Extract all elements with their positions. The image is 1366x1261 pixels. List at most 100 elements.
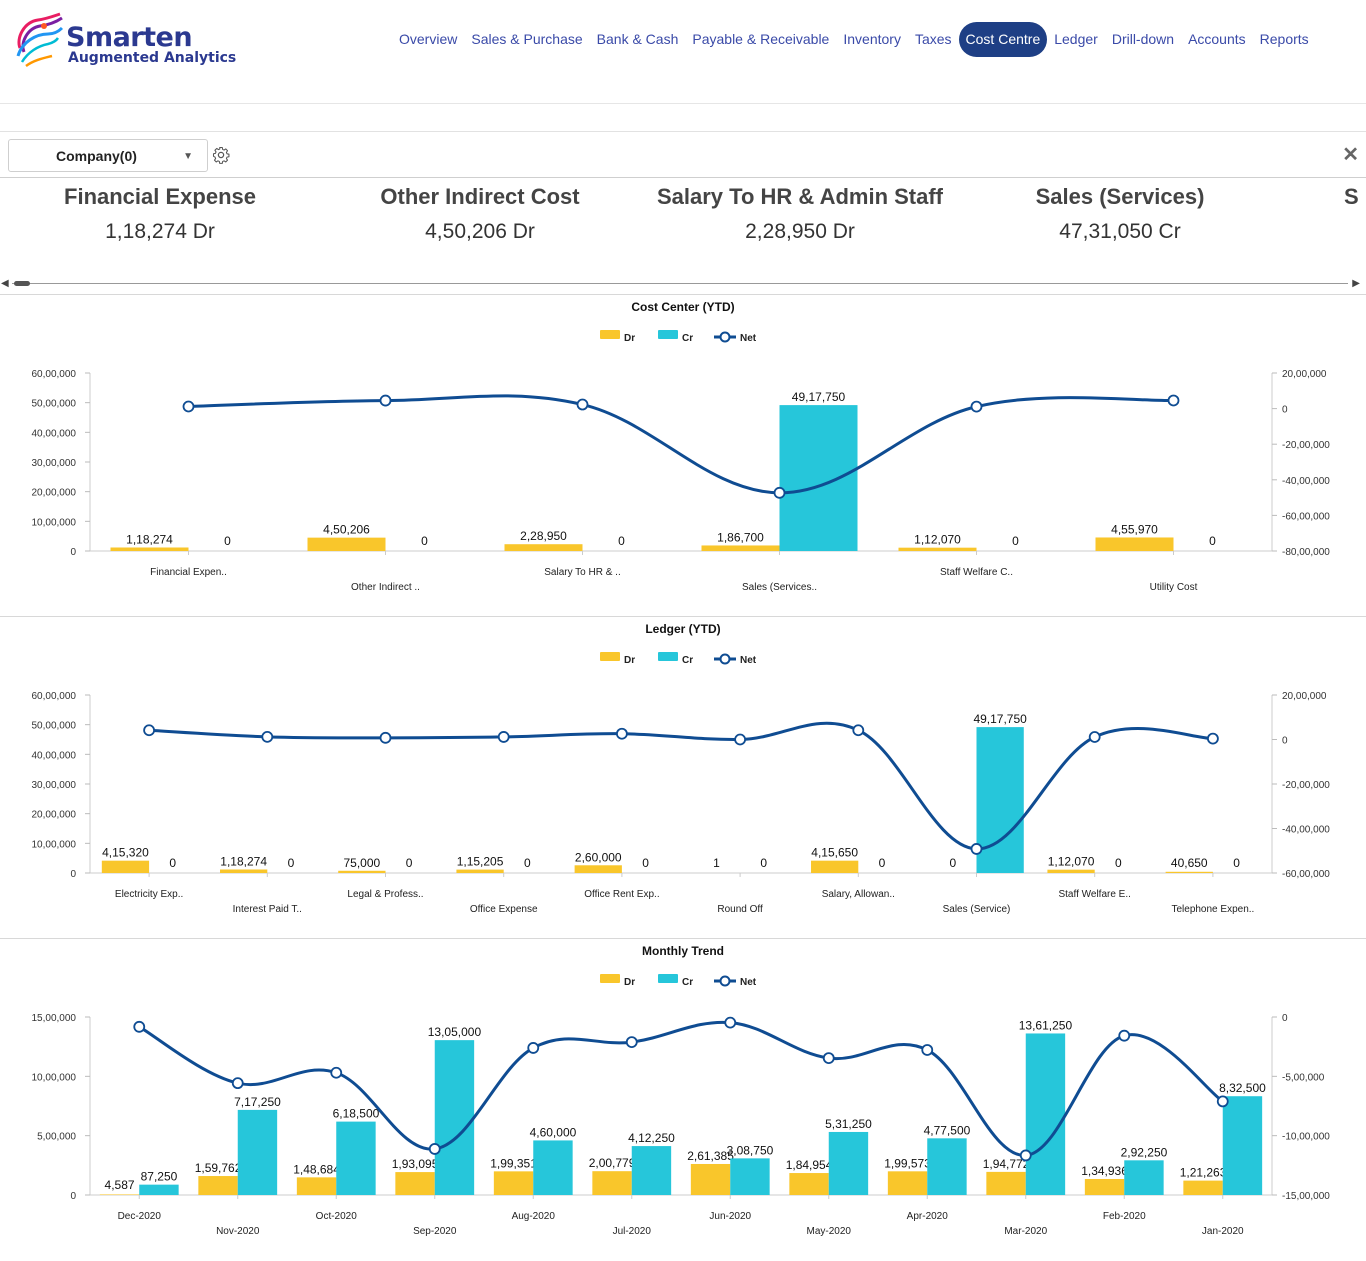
- y2-tick-label: -60,00,000: [1282, 511, 1330, 522]
- nav-item-ledger[interactable]: Ledger: [1054, 31, 1098, 47]
- bar-dr: [811, 860, 859, 873]
- bar-dr-label: 0: [950, 856, 957, 870]
- nav-item-inventory[interactable]: Inventory: [843, 31, 901, 47]
- kpi-card[interactable]: Salary To HR & Admin Staff 2,28,950 Dr: [640, 184, 960, 244]
- bar-dr: [338, 870, 386, 873]
- nav-item-drill-down[interactable]: Drill-down: [1111, 31, 1175, 47]
- legend-marker-net: [719, 975, 731, 987]
- bar-dr: [493, 1171, 534, 1195]
- bar-dr-label: 4,15,650: [811, 846, 858, 860]
- nav-item-accounts[interactable]: Accounts: [1188, 31, 1246, 47]
- y-tick-label: 60,00,000: [32, 369, 77, 380]
- bar-cr-label: 0: [642, 856, 649, 870]
- bar-dr: [1095, 537, 1174, 551]
- bar-dr: [1047, 869, 1095, 873]
- bar-cr-label: 0: [760, 856, 767, 870]
- bar-dr: [99, 1194, 140, 1195]
- nav-item-payable-receivable[interactable]: Payable & Receivable: [692, 31, 830, 47]
- ledger-chart-panel: Ledger (YTD) Dr Cr Net 0 10,00,000 20,00,000 30…: [0, 616, 1366, 938]
- bar-dr-label: 1,59,762: [195, 1161, 242, 1175]
- x-tick-label: Feb-2020: [1103, 1211, 1146, 1222]
- legend-label-net: Net: [740, 333, 757, 344]
- kpi-value: 1,18,274 Dr: [105, 220, 215, 243]
- bar-dr-label: 1,12,070: [1048, 855, 1095, 869]
- bar-dr: [101, 860, 150, 873]
- bar-cr-label: 3,08,750: [727, 1143, 774, 1157]
- brand-name: Smarten: [66, 22, 193, 53]
- kpi-value: 4,50,206 Dr: [425, 220, 535, 243]
- bar-cr-label: 7,17,250: [234, 1095, 281, 1109]
- nav-item-bank-cash[interactable]: Bank & Cash: [596, 31, 679, 47]
- legend-label-dr: Dr: [624, 977, 635, 988]
- y-tick-label: 10,00,000: [32, 839, 77, 850]
- bar-dr: [1084, 1178, 1125, 1195]
- y-tick-label: 15,00,000: [32, 1013, 77, 1024]
- x-tick-label: Sep-2020: [413, 1226, 457, 1237]
- kpi-card[interactable]: Sales (Services) 47,31,050 Cr: [990, 184, 1250, 244]
- bar-dr: [110, 547, 189, 551]
- scroll-thumb[interactable]: [14, 281, 30, 286]
- bar-cr-label: 0: [1209, 534, 1216, 548]
- scroll-left-icon[interactable]: ◀: [1, 278, 9, 289]
- bar-cr-label: 4,77,500: [924, 1123, 971, 1137]
- nav-item-reports[interactable]: Reports: [1259, 31, 1309, 47]
- legend-swatch-cr: [658, 974, 678, 983]
- app-header: Smarten Augmented Analytics Overview Sale…: [0, 0, 1366, 104]
- nav-item-taxes[interactable]: Taxes: [914, 31, 952, 47]
- x-tick-label: Mar-2020: [1004, 1226, 1047, 1237]
- bar-cr-label: 13,61,250: [1019, 1018, 1073, 1032]
- bar-dr-label: 2,00,779: [589, 1156, 636, 1170]
- scroll-track: [12, 283, 1348, 284]
- gear-icon[interactable]: [212, 146, 230, 164]
- bar-dr: [1183, 1180, 1223, 1195]
- scroll-right-icon[interactable]: ▶: [1352, 278, 1360, 289]
- net-point: [1167, 394, 1180, 407]
- x-tick-label: Salary To HR & ..: [544, 567, 621, 578]
- y-tick-label: 20,00,000: [32, 488, 77, 499]
- bar-dr-label: 1,21,263: [1180, 1166, 1227, 1180]
- net-point: [428, 1143, 441, 1155]
- y2-tick-label: -40,00,000: [1282, 476, 1330, 487]
- kpi-card[interactable]: S: [1344, 184, 1366, 220]
- bar-cr-label: 8,32,500: [1219, 1081, 1266, 1095]
- bar-cr-label: 0: [879, 856, 886, 870]
- legend-swatch-dr: [600, 974, 620, 983]
- net-point: [852, 724, 865, 737]
- y2-tick-label: 0: [1282, 405, 1288, 416]
- y2-tick-label: -40,00,000: [1282, 825, 1330, 836]
- company-select[interactable]: Company(0) ▼: [8, 139, 208, 172]
- bar-dr-label: 1,93,095: [392, 1157, 439, 1171]
- nav-item-overview[interactable]: Overview: [399, 31, 458, 47]
- kpi-card[interactable]: Other Indirect Cost 4,50,206 Dr: [350, 184, 610, 244]
- y2-tick-label: 0: [1282, 1013, 1288, 1024]
- brand-logo[interactable]: Smarten Augmented Analytics: [14, 12, 254, 74]
- net-point: [822, 1052, 835, 1064]
- close-icon[interactable]: ✕: [1342, 144, 1359, 166]
- kpi-card[interactable]: Financial Expense 1,18,274 Dr: [30, 184, 290, 244]
- net-point: [1207, 732, 1219, 745]
- kpi-title: Sales (Services): [1035, 184, 1205, 209]
- legend-label-dr: Dr: [624, 655, 635, 666]
- bar-dr-label: 1,15,205: [457, 855, 504, 869]
- bar-dr: [456, 869, 504, 873]
- bar-cr: [1222, 1096, 1263, 1195]
- bar-cr-label: 6,18,500: [333, 1107, 380, 1121]
- bar-dr: [504, 544, 583, 551]
- y2-tick-label: -20,00,000: [1282, 440, 1330, 451]
- company-select-label: Company(0): [56, 148, 137, 164]
- bar-dr-label: 1: [713, 856, 720, 870]
- x-tick-label: Nov-2020: [216, 1226, 260, 1237]
- y-tick-label: 30,00,000: [32, 458, 77, 469]
- bar-cr-label: 4,12,250: [628, 1131, 675, 1145]
- bar-cr: [336, 1121, 376, 1195]
- logo-mark-icon: [16, 12, 64, 68]
- bar-cr-label: 4,60,000: [530, 1125, 577, 1139]
- nav-item-cost-centre[interactable]: Cost Centre: [958, 22, 1048, 57]
- bar-dr-label: 1,12,070: [914, 533, 961, 547]
- bar-dr-label: 4,55,970: [1111, 522, 1158, 536]
- bar-dr: [789, 1173, 829, 1195]
- nav-item-sales-purchase[interactable]: Sales & Purchase: [471, 31, 583, 47]
- bar-cr-label: 13,05,000: [428, 1025, 482, 1039]
- kpi-scrollbar[interactable]: ◀ ▶: [0, 278, 1366, 290]
- net-point: [330, 1066, 343, 1079]
